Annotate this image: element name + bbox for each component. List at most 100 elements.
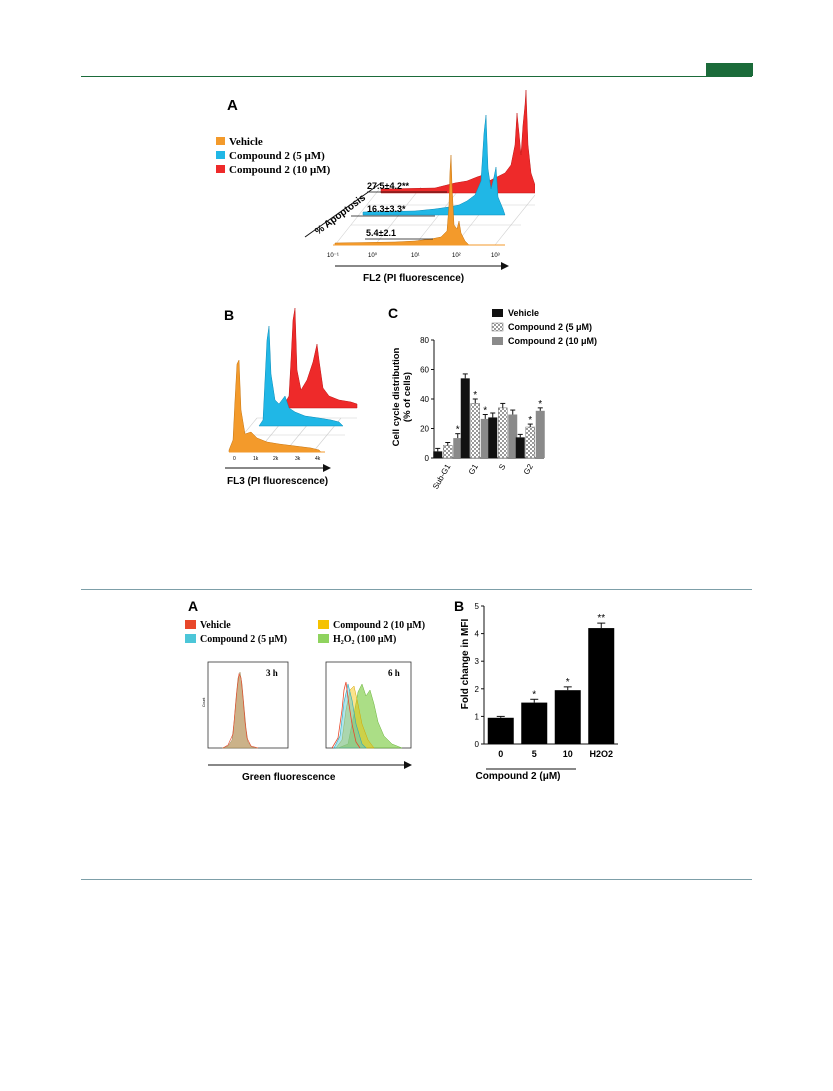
chart-2b-ytick-label: 3 <box>475 657 480 666</box>
chart-2b-category-label: 5 <box>532 749 537 759</box>
panel-c-label: C <box>388 305 398 321</box>
fl3-tick-1: 1k <box>253 456 259 462</box>
apoptosis-value-vehicle: 5.4±2.1 <box>366 228 396 238</box>
chart-1c-bar <box>535 410 545 458</box>
chart-1c-bar <box>453 438 463 458</box>
chart-1c-significance: * <box>528 415 532 426</box>
fl2-arrow-head <box>501 262 509 270</box>
histogram-compound5 <box>362 114 506 216</box>
panel-a-label: A <box>227 97 238 114</box>
histogram-3h-frame <box>207 661 289 749</box>
histogram-3h-ycaption: Count <box>202 698 206 707</box>
chart-2b-significance: ** <box>597 613 605 624</box>
histogram-3h-title: 3 h <box>266 668 278 678</box>
chart-2b-category-label: H2O2 <box>589 749 613 759</box>
chart-2b-bar <box>554 690 581 744</box>
divider-1 <box>81 589 752 590</box>
chart-1c-legend-swatch <box>492 337 503 345</box>
apoptosis-value-compound5: 16.3±3.3* <box>367 204 406 214</box>
histogram-6h-vehicle <box>331 681 361 749</box>
chart-1c-bar <box>515 437 525 458</box>
chart-1c-bar <box>498 407 508 459</box>
chart-1c-ytick-label: 0 <box>425 454 430 463</box>
green-fluorescence-label: Green fluorescence <box>242 772 336 783</box>
figure1-panel-b: B 0 1k 2k 3k 4k FL3 (PI fluorescence) <box>224 307 358 487</box>
chart-1c-bar <box>525 426 535 459</box>
fig2-legend-h2o2: H₂O₂ (100 μM) <box>333 634 396 645</box>
chart-1c-significance: * <box>483 405 487 416</box>
figure1-panel-a: A Vehicle Compound 2 (5 μM) Compound 2 (… <box>216 89 535 284</box>
fl3-tick-3: 3k <box>295 456 301 462</box>
chart-2b-ytick-label: 4 <box>475 630 480 639</box>
panel-b-label: B <box>224 307 234 323</box>
fl2-tick-0: 10⁻¹ <box>327 253 339 259</box>
header-accent-tab <box>706 63 753 76</box>
fig2-legend-compound5: Compound 2 (5 μM) <box>200 634 287 645</box>
chart-2b-bar <box>588 628 615 744</box>
chart-1c-legend-label: Compound 2 (5 μM) <box>508 322 592 332</box>
legend-swatch-compound5 <box>216 151 225 159</box>
chart-1c-bar <box>508 414 518 458</box>
fl3-tick-2: 2k <box>273 456 279 462</box>
chart-1c-bar <box>433 451 443 458</box>
chart-1c-significance: * <box>538 399 542 410</box>
chart-1c-ylabel-line1: Cell cycle distribution <box>391 347 402 446</box>
chart-1c-bar <box>460 378 470 458</box>
histogram-b-vehicle <box>228 359 322 453</box>
chart-2b-category-label: 0 <box>498 749 503 759</box>
chart-1c-bar <box>443 445 453 459</box>
figure1-panel-c-chart: C Cell cycle distribution (% of cells) 0… <box>388 305 597 491</box>
header-rule <box>81 76 752 77</box>
fl2-tick-1: 10⁰ <box>368 252 378 259</box>
chart-1c-ylabel-line2: (% of cells) <box>402 372 413 422</box>
fig2-legend-swatch-vehicle <box>185 620 196 629</box>
figure2-panel-a: A Vehicle Compound 2 (5 μM) Compound 2 (… <box>185 598 425 783</box>
fl3-axis-label: FL3 (PI fluorescence) <box>227 476 328 487</box>
figure2-panel-b-chart: B Fold change in MFI Compound 2 (μM) 0 1 2… <box>454 598 618 782</box>
fig2-legend-vehicle: Vehicle <box>200 620 231 631</box>
histogram-3h-outline <box>222 672 259 749</box>
chart-1c-category-label: G1 <box>467 462 480 476</box>
fig2-legend-swatch-compound5 <box>185 634 196 643</box>
chart-2b-category-label: 10 <box>563 749 573 759</box>
chart-2b-ylabel: Fold change in MFI <box>460 619 471 710</box>
fl2-tick-2: 10¹ <box>411 253 420 259</box>
fl3-arrow-head <box>323 464 331 472</box>
fig2-legend-swatch-h2o2 <box>318 634 329 643</box>
apoptosis-axis-label: % Apoptosis <box>313 192 368 237</box>
chart-2b-bar <box>487 717 514 744</box>
fig2-panel-a-label: A <box>188 598 198 614</box>
fl2-axis-label: FL2 (PI fluorescence) <box>363 273 464 284</box>
chart-1c-legend-swatch <box>491 322 504 332</box>
fig2-panel-b-label: B <box>454 598 464 614</box>
chart-1c-significance: * <box>473 390 477 401</box>
fig2-legend-swatch-compound10 <box>318 620 329 629</box>
green-fluorescence-arrow-head <box>404 761 412 769</box>
legend-swatch-vehicle <box>216 137 225 145</box>
chart-2b-ytick-label: 1 <box>475 712 480 721</box>
chart-2b-ytick-label: 0 <box>475 740 480 749</box>
chart-2b-xgroup-label: Compound 2 (μM) <box>476 771 561 782</box>
chart-1c-legend-label: Compound 2 (10 μM) <box>508 336 597 346</box>
chart-1c-legend-swatch <box>492 309 503 317</box>
chart-1c-category-label: S <box>497 463 507 472</box>
histogram-compound10 <box>380 89 535 194</box>
chart-2b-bar <box>521 702 548 744</box>
histogram-b-compound5 <box>258 325 344 427</box>
chart-1c-bar <box>470 403 480 459</box>
chart-1c-ytick-label: 80 <box>420 336 429 345</box>
chart-1c-bar <box>480 418 490 458</box>
chart-2b-ytick-label: 5 <box>475 602 480 611</box>
legend-compound10: Compound 2 (10 μM) <box>229 164 331 176</box>
chart-1c-legend-label: Vehicle <box>508 308 539 318</box>
fl3-tick-0: 0 <box>233 456 236 462</box>
chart-1c-category-label: Sub-G1 <box>431 462 453 491</box>
chart-1c-significance: * <box>456 425 460 436</box>
chart-1c-ytick-label: 20 <box>420 425 429 434</box>
apoptosis-value-compound10: 27.5±4.2** <box>367 181 409 191</box>
legend-swatch-compound10 <box>216 165 225 173</box>
legend-compound5: Compound 2 (5 μM) <box>229 150 325 162</box>
fl2-tick-3: 10² <box>452 253 461 259</box>
chart-1c-category-label: G2 <box>522 462 535 476</box>
histogram-b-compound10 <box>284 307 358 409</box>
